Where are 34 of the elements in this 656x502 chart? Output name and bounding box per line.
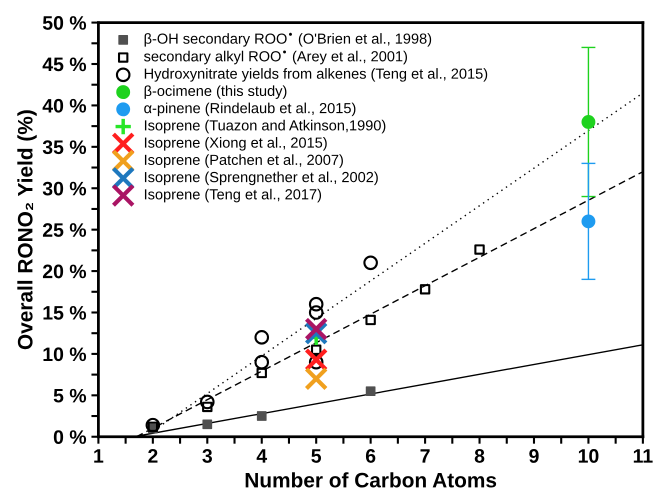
y-tick-label: 0 % (54, 430, 86, 444)
x-axis-title: Number of Carbon Atoms (246, 472, 496, 488)
legend-label: Isoprene (Patchen et al., 2007) (144, 154, 343, 168)
y-tick-label: 30 % (42, 182, 86, 196)
x-tick-label: 11 (634, 449, 653, 463)
y-tick-label: 35 % (42, 140, 86, 154)
x-tick-label: 5 (311, 449, 322, 463)
legend-label: Isoprene (Xiong et al., 2015) (144, 137, 327, 151)
y-axis-title: Overall RONO₂ Yield (%) (17, 110, 37, 350)
x-tick-label: 2 (148, 449, 158, 463)
x-tick-label: 6 (366, 449, 376, 463)
x-tick-label: 1 (94, 449, 104, 463)
legend-label: Hydroxynitrate yields from alkenes (Teng et al., 2015) (144, 68, 488, 82)
y-tick-label: 20 % (42, 264, 86, 278)
legend-label: Isoprene (Tuazon and Atkinson,1990) (144, 120, 386, 134)
x-tick-label: 8 (474, 449, 484, 463)
x-tick-label: 9 (529, 449, 539, 463)
legend-label: Isoprene (Teng et al., 2017) (144, 188, 322, 202)
y-tick-label: 10 % (44, 347, 86, 362)
x-tick-label: 7 (420, 449, 430, 463)
legend-label: Isoprene (Sprengnether et al., 2002) (144, 172, 378, 186)
legend-label: secondary alkyl ROO$^{•}$ (Arey et al., 2001) (144, 50, 408, 64)
x-tick-label: 4 (256, 449, 268, 463)
y-tick-label: 25 % (42, 223, 86, 237)
y-tick-label: 5 % (54, 388, 86, 403)
y-tick-label: 45 % (42, 58, 86, 72)
legend-label: α-pinene (Rindelaub et al., 2015) (144, 102, 356, 116)
x-tick-label: 3 (202, 449, 212, 463)
y-tick-label: 40 % (42, 98, 86, 113)
legend-label: β-ocimene (this study) (144, 85, 286, 99)
x-tick-label: 10 (578, 449, 598, 463)
y-tick-label: 50 % (42, 16, 86, 30)
legend-label: β-OH secondary ROO$^{•}$ (O'Brien et al., 1998) (144, 32, 432, 47)
y-tick-label: 15 % (44, 306, 86, 320)
